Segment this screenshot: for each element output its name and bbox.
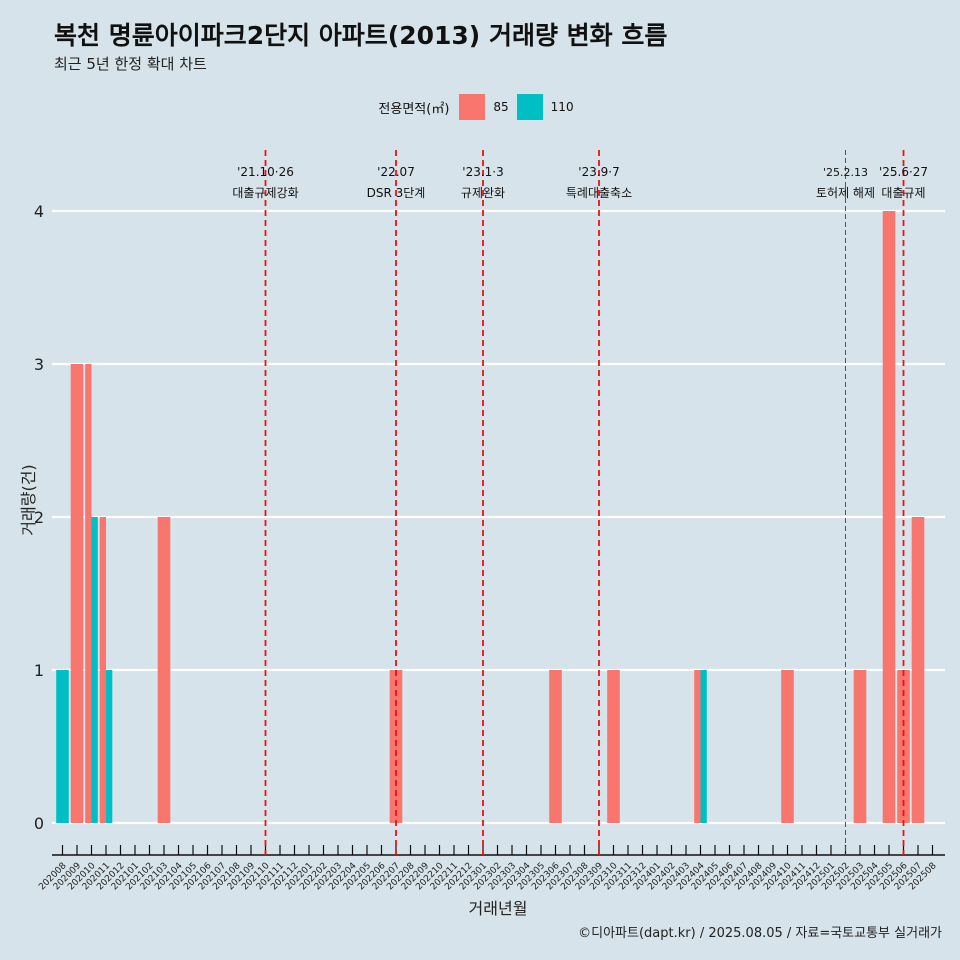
bar-85-202410 [781,670,794,823]
y-tick-label-0: 0 [34,814,44,833]
event-date-202502: '25.2.13 [823,166,868,179]
bar-110-202011 [106,670,113,823]
event-label-202309: 특례대출축소 [566,186,632,200]
legend-key-110 [516,94,543,120]
event-date-202309: '23.9·7 [578,165,619,179]
bar-85-202506 [897,670,910,823]
bar-110-202010 [91,517,98,823]
x-axis-title: 거래년월 [469,899,528,918]
bar-85-202011 [99,517,106,823]
event-date-202301: '23.1·3 [462,165,503,179]
legend-key-85 [459,94,486,120]
bar-85-202103 [157,517,171,823]
bar-85-202310 [607,670,620,823]
bar-85-202306 [549,670,562,823]
source-caption: ©디아파트(dapt.kr) / 2025.08.05 / 자료=국토교통부 실… [578,926,942,941]
event-date-202110: '21.10·26 [237,165,294,179]
bar-110-202008 [56,670,69,823]
y-tick-label-1: 1 [34,661,44,680]
y-tick-label-3: 3 [34,355,44,374]
bar-85-202503 [853,670,867,823]
event-date-202506: '25.6·27 [879,165,928,179]
y-tick-label-2: 2 [34,508,44,527]
event-label-202207: DSR 3단계 [367,186,426,200]
bar-85-202009 [70,364,84,823]
legend-label-85: 85 [493,100,509,114]
bar-85-202507 [911,517,925,823]
chart-subtitle: 최근 5년 한정 확대 차트 [54,55,207,73]
bar-85-202010 [85,364,92,823]
y-tick-label-4: 4 [34,202,44,221]
event-label-202110: 대출규제강화 [232,186,298,200]
bar-85-202505 [882,211,896,823]
event-date-202207: '22.07 [377,165,415,179]
bar-110-202404 [700,670,707,823]
y-axis-title: 거래량(건) [19,464,38,535]
bar-85-202207 [389,670,403,823]
legend-title: 전용면적(㎡) [378,101,450,117]
bar-85-202404 [694,670,701,823]
event-label-202502: 토허제 해제 [816,186,875,200]
legend-label-110: 110 [550,100,574,114]
chart-title: 복천 명륜아이파크2단지 아파트(2013) 거래량 변화 흐름 [54,21,668,50]
event-label-202506: 대출규제 [881,186,925,200]
legend: 전용면적(㎡) 85 110 [0,94,960,120]
event-label-202301: 규제완화 [461,186,505,200]
